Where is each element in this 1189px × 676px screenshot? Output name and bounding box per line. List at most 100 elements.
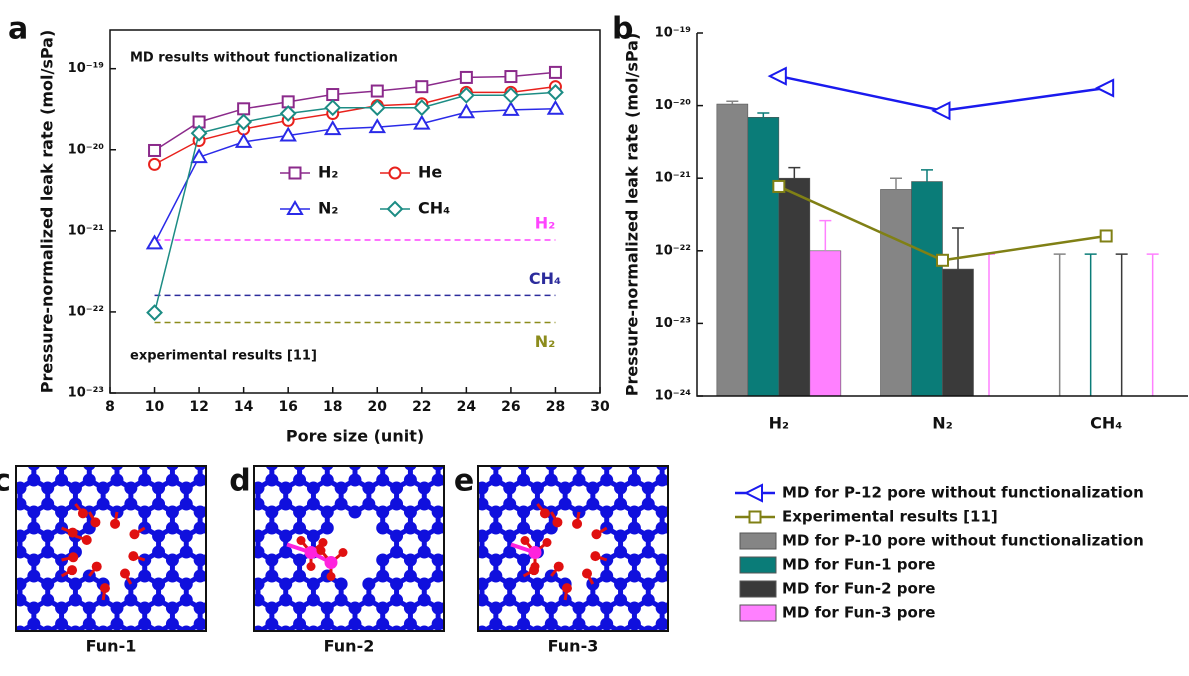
- bond: [454, 648, 468, 656]
- carbon-atom: [265, 553, 279, 567]
- carbon-atom: [448, 434, 461, 447]
- carbon-atom: [459, 650, 472, 663]
- carbon-atom: [390, 625, 403, 631]
- carbon-atom: [445, 642, 458, 655]
- carbon-atom: [403, 505, 417, 519]
- marker: [279, 126, 297, 142]
- oxygen-atom: [561, 583, 572, 594]
- carbon-atom: [655, 569, 668, 583]
- bond: [20, 432, 34, 440]
- carbon-atom: [459, 506, 472, 519]
- carbon-atom: [279, 497, 293, 511]
- carbon-atom: [96, 625, 110, 631]
- carbon-atom: [614, 497, 628, 511]
- carbon-atom: [697, 546, 710, 559]
- carbon-atom: [725, 642, 738, 655]
- carbon-atom: [265, 505, 279, 519]
- carbon-atom: [41, 593, 55, 607]
- bond: [117, 672, 131, 676]
- carbon-atom: [462, 522, 475, 535]
- bond: [704, 648, 718, 656]
- carbon-atom: [530, 593, 544, 607]
- carbon-atom: [238, 554, 251, 567]
- bond: [454, 432, 468, 440]
- carbon-atom: [320, 521, 334, 535]
- carbon-atom: [572, 505, 586, 519]
- carbon-atom: [697, 450, 710, 463]
- marker: [288, 166, 302, 180]
- oxygen-atom: [572, 518, 583, 529]
- bond: [648, 648, 662, 656]
- carbon-atom: [320, 473, 334, 487]
- bond: [216, 504, 230, 512]
- carbon-atom: [459, 426, 472, 439]
- carbon-atom: [124, 450, 137, 463]
- series-line: [153, 108, 556, 244]
- bond: [662, 432, 676, 440]
- carbon-atom: [279, 642, 292, 655]
- carbon-atom: [417, 577, 431, 591]
- carbon-atom: [238, 522, 251, 535]
- carbon-atom: [221, 554, 234, 567]
- carbon-atom: [544, 473, 558, 487]
- bond: [32, 466, 33, 467]
- marker: [279, 105, 297, 122]
- bond: [411, 466, 412, 467]
- carbon-atom: [489, 553, 503, 567]
- carbon-atom: [559, 450, 572, 463]
- bond: [440, 648, 454, 656]
- carbon-atom: [445, 450, 458, 463]
- bond: [170, 466, 172, 467]
- carbon-atom: [517, 650, 530, 663]
- carbon-atom: [501, 434, 514, 447]
- carbon-atom: [558, 481, 572, 495]
- bond: [117, 432, 131, 440]
- bond: [172, 432, 186, 440]
- bond: [256, 456, 270, 464]
- carbon-atom: [249, 666, 262, 676]
- error-bar: [788, 166, 801, 179]
- bond: [704, 672, 718, 676]
- carbon-atom: [600, 426, 613, 439]
- carbon-atom: [166, 650, 179, 663]
- carbon-atom: [193, 521, 206, 535]
- oxygen-atom: [520, 536, 530, 545]
- marker: [772, 179, 786, 193]
- bond: [552, 466, 553, 467]
- marker: [546, 99, 565, 115]
- carbon-atom: [669, 642, 682, 655]
- bond: [676, 432, 690, 440]
- carbon-atom: [403, 617, 417, 631]
- bond: [704, 552, 718, 560]
- bond: [228, 624, 242, 632]
- bond: [0, 528, 6, 536]
- bond: [34, 672, 48, 676]
- carbon-atom: [265, 569, 279, 583]
- bond: [242, 648, 256, 656]
- carbon-atom: [334, 625, 348, 631]
- bond: [0, 624, 6, 632]
- bond: [452, 624, 466, 632]
- lattice: [216, 426, 514, 663]
- carbon-atom: [711, 474, 724, 487]
- carbon-atom: [207, 626, 220, 639]
- oxygen-atom: [591, 529, 602, 540]
- y-tick-label: 10⁻²²: [68, 304, 104, 319]
- bond: [704, 456, 718, 464]
- bond: [131, 672, 145, 676]
- legend-label: H₂: [318, 163, 338, 182]
- carbon-atom: [166, 426, 179, 439]
- carbon-atom: [517, 426, 530, 439]
- bond: [244, 648, 258, 656]
- bond: [718, 576, 732, 584]
- marker: [457, 103, 476, 119]
- bond: [662, 672, 676, 676]
- carbon-atom: [530, 577, 544, 591]
- carbon-atom: [572, 426, 585, 439]
- carbon-atom: [655, 466, 668, 471]
- bond: [494, 432, 508, 440]
- oxygen-atom: [539, 508, 550, 519]
- marker: [743, 483, 763, 503]
- bond: [62, 648, 76, 656]
- carbon-atom: [376, 473, 390, 487]
